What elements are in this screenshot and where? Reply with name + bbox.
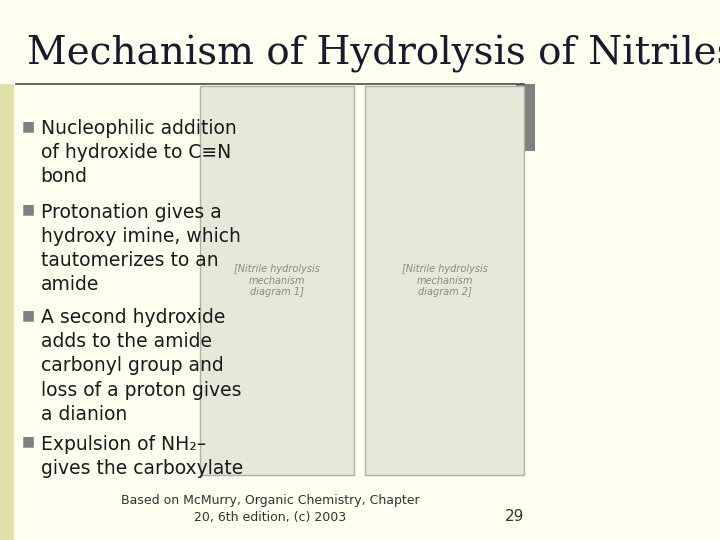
Bar <box>365 86 524 475</box>
Text: A second hydroxide
adds to the amide
carbonyl group and
loss of a proton gives
a: A second hydroxide adds to the amide car… <box>40 308 241 424</box>
Text: Mechanism of Hydrolysis of Nitriles: Mechanism of Hydrolysis of Nitriles <box>27 35 720 73</box>
Text: [Nitrile hydrolysis
mechanism
diagram 1]: [Nitrile hydrolysis mechanism diagram 1] <box>234 264 320 298</box>
Text: ■: ■ <box>22 435 35 449</box>
Text: Expulsion of NH₂–
gives the carboxylate: Expulsion of NH₂– gives the carboxylate <box>40 435 243 478</box>
Text: Protonation gives a
hydroxy imine, which
tautomerizes to an
amide: Protonation gives a hydroxy imine, which… <box>40 202 240 294</box>
Text: ■: ■ <box>22 308 35 322</box>
Bar <box>200 86 354 475</box>
Text: Based on McMurry, Organic Chemistry, Chapter
20, 6th edition, (c) 2003: Based on McMurry, Organic Chemistry, Cha… <box>121 494 420 524</box>
Text: ■: ■ <box>22 119 35 133</box>
Text: ■: ■ <box>22 202 35 217</box>
Text: 29: 29 <box>505 509 524 524</box>
Text: [Nitrile hydrolysis
mechanism
diagram 2]: [Nitrile hydrolysis mechanism diagram 2] <box>402 264 487 298</box>
Bar <box>0 84 14 540</box>
Bar <box>516 84 535 151</box>
Text: Nucleophilic addition
of hydroxide to C≡N
bond: Nucleophilic addition of hydroxide to C≡… <box>40 119 236 186</box>
